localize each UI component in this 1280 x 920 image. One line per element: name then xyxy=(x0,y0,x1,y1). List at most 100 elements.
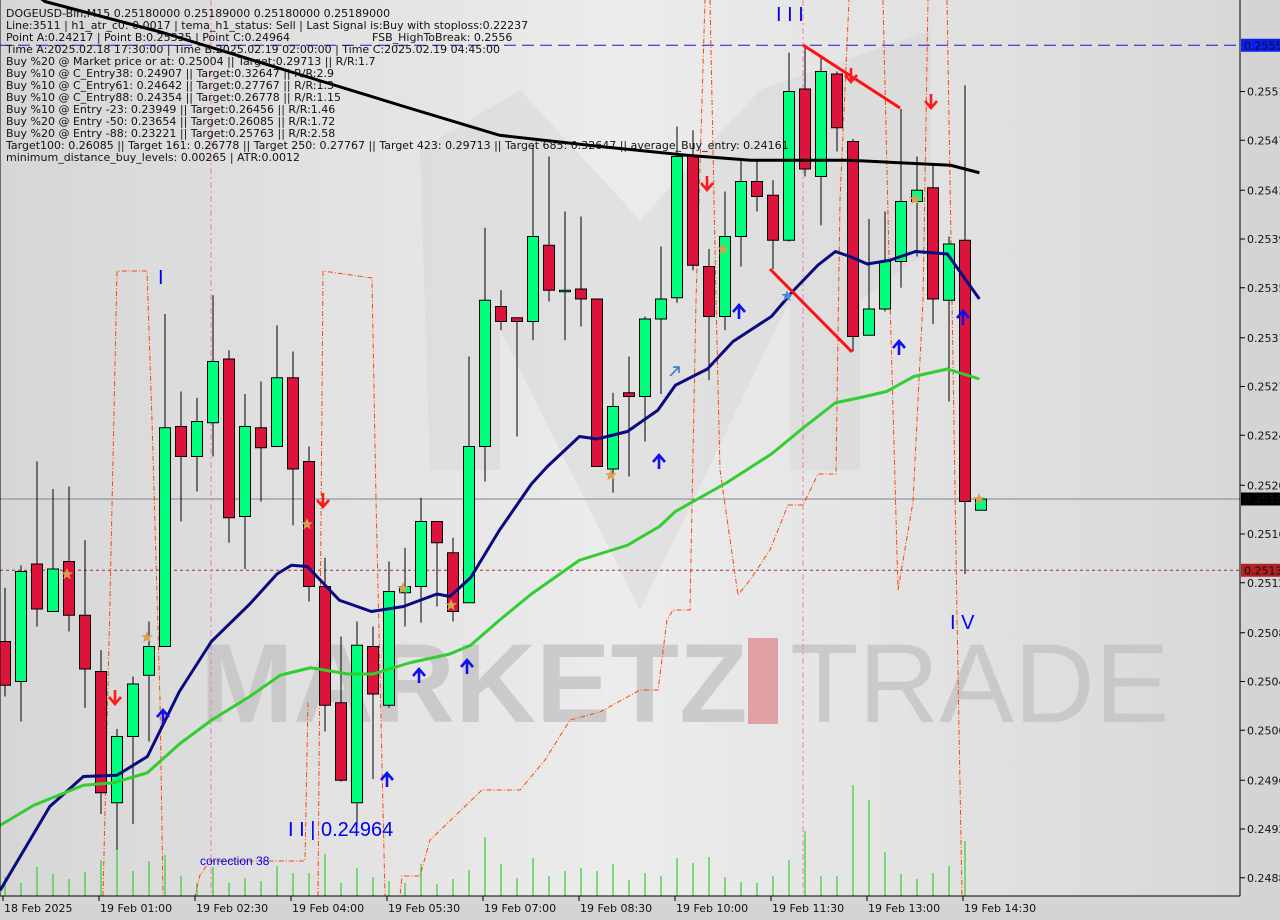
moving-average-line xyxy=(40,0,980,175)
price-tick-label: 0.24925 xyxy=(1247,823,1280,836)
time-axis[interactable]: 18 Feb 2025 19 Feb 01:00 19 Feb 02:30 19 Fe… xyxy=(2,896,1036,915)
candle xyxy=(591,298,603,467)
time-tick-label: 19 Feb 01:00 xyxy=(100,902,172,915)
price-tick-label: 0.25082 xyxy=(1247,627,1280,640)
bull-candle-body xyxy=(559,289,571,293)
candle xyxy=(495,290,507,331)
star-icon xyxy=(717,243,729,255)
price-tick-label: 0.25476 xyxy=(1247,134,1280,147)
star-icon xyxy=(61,568,73,580)
star-icon xyxy=(445,599,457,611)
candle xyxy=(31,461,43,627)
bear-candle-body xyxy=(335,702,347,781)
candle xyxy=(63,486,75,632)
star-icon xyxy=(397,582,409,594)
price-axis[interactable]: 0.25515 0.25476 0.25436 0.25397 0.25358 0.253… xyxy=(1240,86,1280,885)
candle xyxy=(0,587,11,697)
star-icon xyxy=(605,469,617,481)
time-tick-label: 19 Feb 14:30 xyxy=(964,902,1036,915)
star-icon xyxy=(909,193,921,205)
time-tick-label: 19 Feb 04:00 xyxy=(292,902,364,915)
wave-label-1: I xyxy=(158,267,164,289)
candle xyxy=(527,145,539,341)
buy-arrow-icon xyxy=(732,303,746,319)
buy-arrow-icon xyxy=(956,309,970,325)
info-line: Buy %20 @ Market price or at: 0.25004 ||… xyxy=(6,55,376,68)
bull-candle-body xyxy=(815,71,827,177)
info-line: Line:3511 | h1_atr_c0: 0.0017 | tema_h1_… xyxy=(6,19,528,32)
sell-arrow-icon xyxy=(700,176,714,192)
moving-average-line xyxy=(0,250,981,892)
bull-candle-body xyxy=(207,361,219,424)
sell-arrow-icon xyxy=(844,68,858,84)
moving-average-line xyxy=(0,367,980,827)
level-step-line xyxy=(102,270,309,896)
candle xyxy=(191,397,203,492)
candle xyxy=(623,356,635,477)
bull-candle-body xyxy=(655,298,667,320)
fsb-overlay-text: FSB_HighToBreak: 0.2556 xyxy=(372,31,512,44)
candle xyxy=(847,139,859,352)
bull-candle-body xyxy=(783,91,795,241)
info-line: Time A:2025.02.18 17:30:00 | Time B:2025… xyxy=(5,43,500,56)
candle xyxy=(671,126,683,303)
bear-candle-body xyxy=(831,73,843,129)
wave-label-3: I I I xyxy=(776,4,804,26)
watermark-right: TRADE xyxy=(790,621,1170,746)
current-price-tag: 0.25189 xyxy=(1241,492,1280,506)
bear-candle-body xyxy=(79,614,91,670)
star-icon xyxy=(973,493,985,505)
watermark-mid xyxy=(748,638,778,724)
candle xyxy=(799,45,811,177)
bear-candle-body xyxy=(495,306,507,322)
sell-arrow-icon xyxy=(108,690,122,706)
upper-level-tag-bg xyxy=(1241,38,1280,52)
bull-candle-body xyxy=(527,236,539,322)
candle xyxy=(479,227,491,482)
candle xyxy=(383,561,395,708)
candle xyxy=(511,317,523,437)
bear-candle-body xyxy=(95,671,107,794)
candle xyxy=(431,521,443,607)
wave-label-4: I V xyxy=(950,612,975,634)
bull-candle-body xyxy=(735,181,747,237)
time-tick-label: 19 Feb 13:00 xyxy=(868,902,940,915)
buy-arrow-icon xyxy=(156,708,170,724)
candle xyxy=(575,216,587,327)
candle xyxy=(655,246,667,394)
candle xyxy=(79,540,91,708)
info-line: DOGEUSD-Bin,M15 0.25180000 0.25189000 0.… xyxy=(6,7,390,20)
bear-candle-body xyxy=(511,317,523,322)
candle xyxy=(207,295,219,457)
info-line: Buy %20 @ Entry -50: 0.23654 || Target:0… xyxy=(6,115,335,128)
bear-candle-body xyxy=(767,194,779,241)
bull-candle-body xyxy=(159,427,171,647)
level-lines xyxy=(0,0,1240,896)
bear-candle-body xyxy=(751,181,763,197)
bull-candle-body xyxy=(351,644,363,804)
lower-level-tag-text: 0.25132 xyxy=(1244,564,1280,577)
info-line: Buy %10 @ C_Entry61: 0.24642 || Target:0… xyxy=(6,79,334,92)
candle xyxy=(127,676,139,824)
candle xyxy=(735,159,747,267)
upper-level-tag-text: 0.25552 xyxy=(1244,39,1280,52)
candle xyxy=(415,497,427,623)
candle xyxy=(95,650,107,814)
buy-arrow-icon xyxy=(380,771,394,787)
candle xyxy=(767,180,779,269)
bull-candle-body xyxy=(639,318,651,397)
signal-markers xyxy=(61,43,985,787)
price-tick-label: 0.25318 xyxy=(1247,332,1280,345)
bull-candle-body xyxy=(879,261,891,310)
candle xyxy=(159,314,171,647)
sell-arrow-icon xyxy=(316,493,330,509)
bear-candle-body xyxy=(255,427,267,449)
star-icon xyxy=(781,290,793,301)
bull-candle-body xyxy=(383,591,395,706)
bull-candle-body xyxy=(415,521,427,587)
price-tick-label: 0.25004 xyxy=(1247,724,1280,737)
candle xyxy=(111,729,123,851)
candle xyxy=(47,489,59,612)
candle xyxy=(223,350,235,543)
